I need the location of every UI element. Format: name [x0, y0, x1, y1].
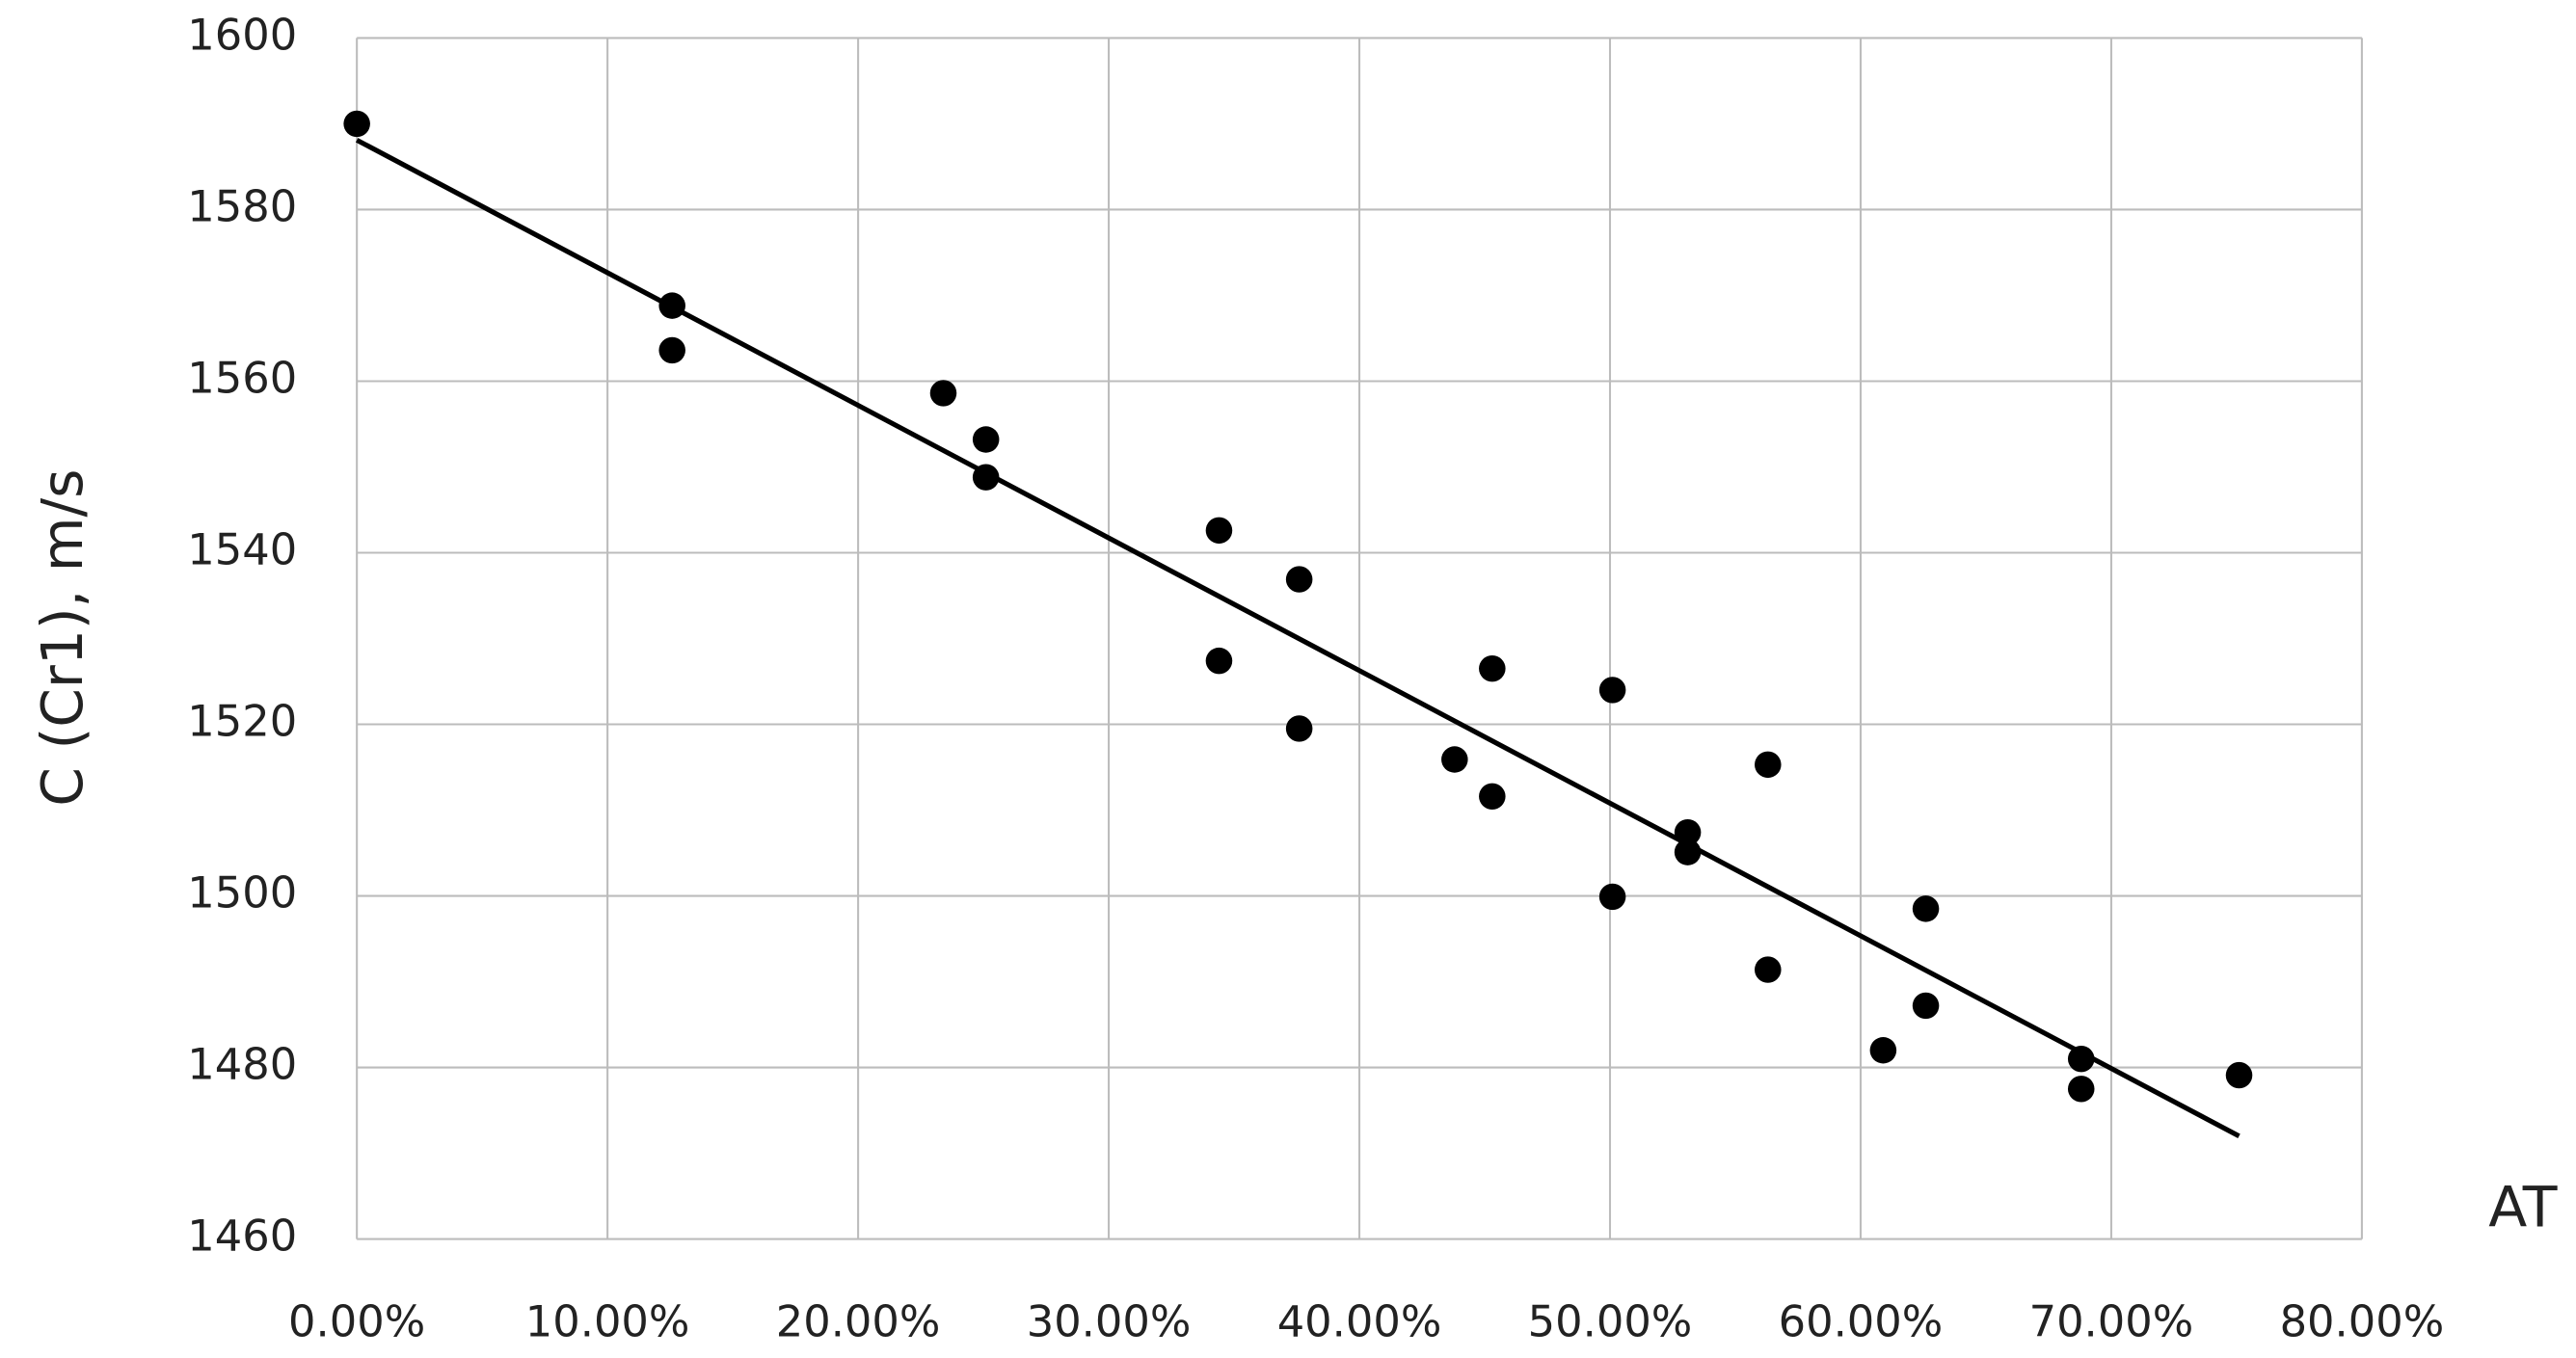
data-point [658, 336, 685, 364]
y-tick-label: 1600 [187, 10, 297, 60]
data-point [1755, 956, 1782, 983]
data-point [1912, 992, 1940, 1020]
data-point [2225, 1061, 2253, 1089]
data-point [1755, 751, 1782, 779]
x-tick-label: 60.00% [1779, 1297, 1944, 1347]
data-point [972, 464, 1000, 491]
x-tick-label: 30.00% [1027, 1297, 1192, 1347]
data-point [2067, 1045, 2095, 1073]
data-point [1674, 839, 1702, 865]
data-point [1598, 883, 1626, 911]
y-tick-label: 1580 [187, 182, 297, 232]
x-tick-label: 20.00% [776, 1297, 941, 1347]
y-tick-label: 1460 [187, 1212, 297, 1262]
y-tick-label: 1480 [187, 1040, 297, 1090]
data-point [1479, 783, 1506, 810]
data-point [1441, 746, 1468, 773]
data-point [343, 110, 370, 138]
y-tick-label: 1500 [187, 868, 297, 919]
data-point [1285, 715, 1313, 742]
data-point [1205, 517, 1233, 545]
y-tick-label: 1520 [187, 697, 297, 747]
x-tick-label: 70.00% [2029, 1297, 2194, 1347]
y-tick-label: 1560 [187, 354, 297, 404]
data-point [1205, 647, 1233, 675]
x-tick-label: 50.00% [1528, 1297, 1693, 1347]
x-tick-label: 0.00% [288, 1297, 425, 1347]
data-point [1598, 677, 1626, 704]
data-point [1479, 654, 1506, 682]
data-point [929, 380, 957, 407]
data-point [2067, 1076, 2095, 1103]
y-tick-label: 1540 [187, 525, 297, 575]
data-point [1912, 895, 1940, 922]
x-tick-label: 80.00% [2280, 1297, 2445, 1347]
data-point [658, 292, 685, 319]
data-point [1674, 818, 1702, 846]
trendline [355, 138, 2241, 1139]
x-axis-title: AT [2488, 1175, 2558, 1240]
data-point [972, 426, 1000, 453]
x-tick-label: 10.00% [525, 1297, 690, 1347]
data-point [1869, 1037, 1897, 1064]
y-axis-title: C (Cr1), m/s [30, 469, 95, 807]
data-point [1285, 566, 1313, 593]
x-tick-label: 40.00% [1277, 1297, 1442, 1347]
